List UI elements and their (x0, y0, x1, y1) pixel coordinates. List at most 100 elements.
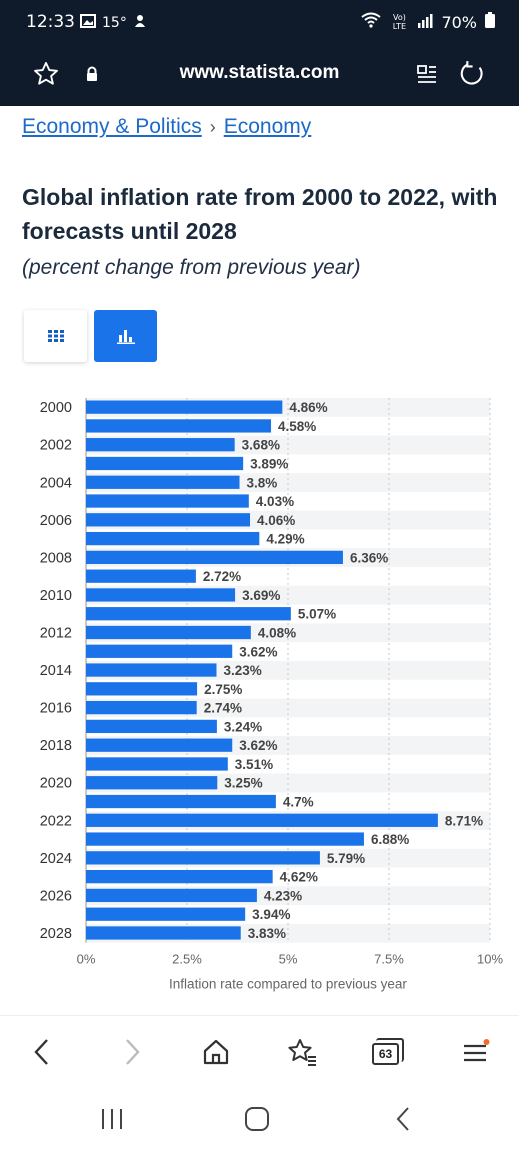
bar[interactable] (86, 719, 217, 734)
home-button-icon[interactable] (237, 1101, 277, 1137)
bar[interactable] (86, 738, 233, 752)
bar[interactable] (86, 888, 257, 903)
bar[interactable] (86, 776, 218, 790)
value-label: 3.25% (224, 776, 262, 791)
bar[interactable] (86, 419, 272, 433)
bar[interactable] (86, 475, 240, 489)
y-tick-label: 2028 (40, 926, 72, 942)
value-label: 5.79% (327, 851, 365, 866)
home-icon[interactable] (196, 1032, 236, 1072)
y-tick-label: 2000 (40, 400, 72, 416)
x-tick-label: 0% (77, 952, 96, 967)
breadcrumb-link-economy[interactable]: Economy (223, 115, 312, 138)
y-tick-label: 2012 (40, 626, 72, 642)
bar[interactable] (86, 607, 291, 621)
reader-mode-icon[interactable] (411, 58, 443, 90)
reload-icon[interactable] (456, 58, 488, 90)
system-back-icon[interactable] (383, 1101, 423, 1137)
value-label: 2.75% (204, 682, 242, 697)
bar[interactable] (86, 569, 196, 583)
x-axis-label: Inflation rate compared to previous year (169, 977, 407, 992)
bar[interactable] (86, 625, 251, 640)
value-label: 3.68% (242, 438, 280, 453)
bar[interactable] (86, 700, 197, 715)
bar[interactable] (86, 456, 244, 471)
value-label: 4.58% (278, 419, 316, 434)
bar[interactable] (86, 531, 260, 546)
chart-view-button[interactable] (94, 310, 157, 362)
value-label: 4.06% (257, 513, 295, 528)
forward-icon[interactable] (112, 1032, 152, 1072)
menu-icon[interactable] (456, 1032, 496, 1072)
y-tick-label: 2024 (40, 851, 72, 867)
value-label: 2.74% (204, 701, 242, 716)
battery-level: 70% (441, 12, 477, 32)
bar[interactable] (86, 794, 276, 809)
value-label: 3.23% (223, 663, 261, 678)
bar[interactable] (86, 870, 273, 884)
status-temperature: 15° (102, 15, 127, 31)
value-label: 4.23% (264, 888, 302, 903)
bar[interactable] (86, 550, 343, 565)
bar[interactable] (86, 494, 249, 508)
view-toggle (24, 310, 157, 362)
value-label: 4.29% (266, 532, 304, 547)
value-label: 6.36% (350, 550, 388, 565)
value-label: 5.07% (298, 607, 336, 622)
bar[interactable] (86, 682, 198, 696)
gallery-icon (80, 14, 96, 32)
lock-icon (76, 58, 108, 90)
browser-address-bar: www.statista.com (0, 46, 519, 106)
breadcrumb: Economy & Politics › Economy (22, 115, 311, 139)
recent-apps-icon[interactable] (92, 1101, 132, 1137)
bar[interactable] (86, 926, 241, 940)
address-url[interactable]: www.statista.com (179, 62, 340, 83)
status-right-icons: Vo) LTE 70% (361, 12, 495, 32)
x-tick-label: 2.5% (172, 952, 202, 967)
y-tick-label: 2018 (40, 738, 72, 754)
value-label: 4.62% (280, 870, 318, 885)
wifi-icon (361, 12, 382, 32)
value-label: 3.83% (248, 926, 286, 941)
status-left-icons: 15° (80, 13, 147, 33)
bar[interactable] (86, 400, 283, 414)
page-title: Global inflation rate from 2000 to 2022,… (22, 184, 498, 244)
y-tick-label: 2004 (40, 475, 72, 491)
y-tick-label: 2016 (40, 701, 72, 717)
bar[interactable] (86, 588, 236, 602)
grid-icon (47, 330, 64, 342)
battery-icon (485, 12, 495, 32)
bar[interactable] (86, 513, 251, 527)
value-label: 4.08% (258, 626, 296, 641)
status-bar: 12:33 15° Vo) LTE 70% (0, 0, 519, 46)
y-tick-label: 2010 (40, 588, 72, 604)
bookmarks-icon[interactable] (282, 1032, 322, 1072)
value-label: 3.62% (239, 644, 277, 659)
bar-chart: 4.86% 2000 4.58% 3.68% 2002 3.89% 3.8% 2004 4.03… (40, 398, 503, 992)
back-icon[interactable] (22, 1032, 62, 1072)
bar[interactable] (86, 851, 320, 865)
bar-chart-icon (116, 330, 135, 344)
value-label: 6.88% (371, 832, 409, 847)
volte-label: Vo) LTE (392, 13, 407, 31)
bar[interactable] (86, 832, 364, 846)
value-label: 4.86% (289, 400, 327, 415)
breadcrumb-separator: › (209, 116, 216, 137)
value-label: 3.69% (242, 588, 280, 603)
bar[interactable] (86, 438, 235, 452)
value-label: 3.51% (235, 757, 273, 772)
bar[interactable] (86, 757, 228, 771)
system-nav-bar (0, 1085, 519, 1152)
bookmark-star-icon[interactable] (30, 58, 62, 90)
breadcrumb-link-economy-politics[interactable]: Economy & Politics (22, 115, 202, 138)
browser-bottom-nav: 63 (0, 1015, 519, 1085)
x-tick-label: 7.5% (374, 952, 404, 967)
table-view-button[interactable] (24, 310, 87, 362)
tabs-button[interactable]: 63 (368, 1032, 408, 1072)
y-tick-label: 2006 (40, 513, 72, 529)
bar[interactable] (86, 644, 233, 658)
bar[interactable] (86, 813, 438, 827)
bar[interactable] (86, 907, 246, 921)
cell-signal-icon (417, 13, 433, 32)
bar[interactable] (86, 663, 217, 677)
